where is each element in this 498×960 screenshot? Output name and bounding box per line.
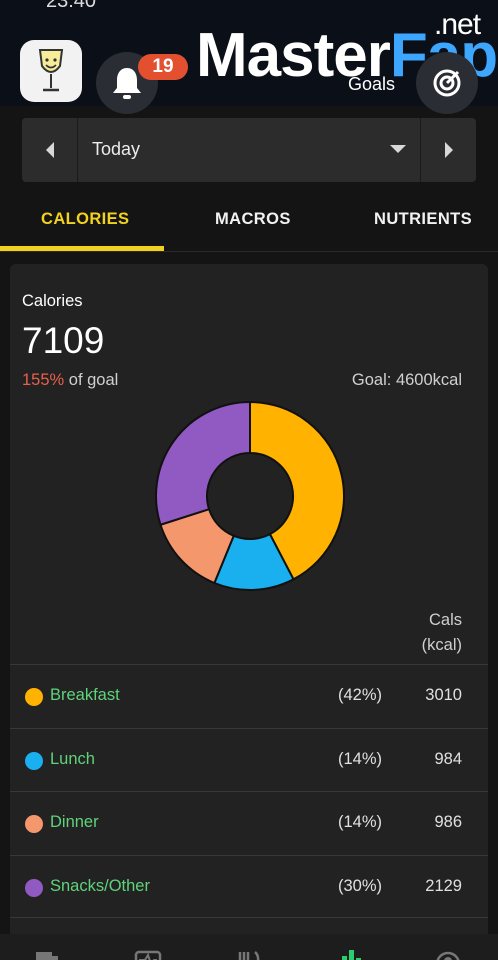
percent-value: 155% xyxy=(22,371,65,389)
meal-row-dinner[interactable]: Dinner (14%) 986 xyxy=(10,791,488,855)
goals-label: Goals xyxy=(348,74,396,94)
bottom-navigation xyxy=(0,934,498,960)
top-app-bar: 19 MasterFap .net Goals xyxy=(0,8,498,114)
breakfast-color-dot xyxy=(25,688,43,706)
notification-badge: 19 xyxy=(138,54,188,80)
dinner-color-dot xyxy=(25,815,43,833)
meal-share: (30%) xyxy=(337,876,382,895)
meal-cals: 2129 xyxy=(425,876,462,895)
chevron-down-icon[interactable] xyxy=(388,142,408,156)
date-selector: Today xyxy=(22,118,476,182)
meal-name: Breakfast xyxy=(50,686,120,704)
meal-name: Dinner xyxy=(50,813,99,831)
profile-icon[interactable] xyxy=(428,942,468,960)
charts-icon[interactable] xyxy=(328,942,368,960)
food-icon[interactable] xyxy=(228,942,268,960)
meal-cals: 3010 xyxy=(425,686,462,704)
meal-name: Snacks/Other xyxy=(50,876,150,895)
tab-bar: CALORIES MACROS NUTRIENTS xyxy=(0,190,498,252)
chevron-right-icon xyxy=(445,142,453,158)
cals-header-line1: Cals xyxy=(428,611,462,629)
card-title: Calories xyxy=(22,292,83,310)
snacks-color-dot xyxy=(25,878,43,897)
target-icon xyxy=(433,69,461,97)
meal-name: Lunch xyxy=(50,749,95,768)
calories-donut-chart xyxy=(155,400,345,591)
active-tab-indicator xyxy=(0,246,164,251)
tab-macros[interactable]: MACROS xyxy=(215,210,291,228)
meal-row-breakfast[interactable]: Breakfast (42%) 3010 xyxy=(10,664,488,728)
goal-text: Goal: 4600kcal xyxy=(351,371,462,389)
tab-calories[interactable]: CALORIES xyxy=(41,210,130,228)
donut-slice-breakfast xyxy=(249,400,345,581)
meal-row-lunch[interactable]: Lunch (14%) 984 xyxy=(10,727,488,792)
tab-nutrients[interactable]: NUTRIENTS xyxy=(374,210,473,228)
wine-glass-icon xyxy=(38,49,64,92)
diary-icon[interactable] xyxy=(128,942,168,960)
meal-cals: 986 xyxy=(434,813,462,831)
lunch-color-dot xyxy=(25,751,43,770)
meal-row-snacks[interactable]: Snacks/Other (30%) 2129 xyxy=(10,854,488,918)
watermark-text-a: Master xyxy=(196,21,391,90)
meal-share: (14%) xyxy=(337,749,382,768)
donut-slice-snacks-other xyxy=(155,400,251,527)
watermark-text-c: .net xyxy=(434,8,481,41)
meal-cals: 984 xyxy=(434,749,462,768)
date-label[interactable]: Today xyxy=(92,139,141,159)
calories-card: Calories 7109 155% of goal Goal: 4600kca… xyxy=(10,264,488,960)
total-calories: 7109 xyxy=(22,320,105,361)
meal-list: Breakfast (42%) 3010 Lunch (14%) 984 Din… xyxy=(10,664,488,918)
bell-icon xyxy=(113,68,141,99)
cals-column-header: Cals (kcal) xyxy=(362,608,462,658)
chevron-left-icon xyxy=(46,142,54,158)
meal-share: (42%) xyxy=(337,686,382,704)
avatar[interactable] xyxy=(20,40,82,102)
status-time: 23:40 xyxy=(46,0,97,12)
dashboard-icon[interactable] xyxy=(28,942,68,960)
meal-share: (14%) xyxy=(337,813,382,831)
next-day-button[interactable] xyxy=(420,118,476,182)
goals-button[interactable] xyxy=(416,52,478,114)
percent-of-goal: 155% of goal xyxy=(22,371,118,390)
percent-suffix: of goal xyxy=(64,371,119,389)
status-bar: 23:40 xyxy=(0,0,498,14)
cals-header-line2: (kcal) xyxy=(421,636,462,654)
previous-day-button[interactable] xyxy=(22,118,78,182)
